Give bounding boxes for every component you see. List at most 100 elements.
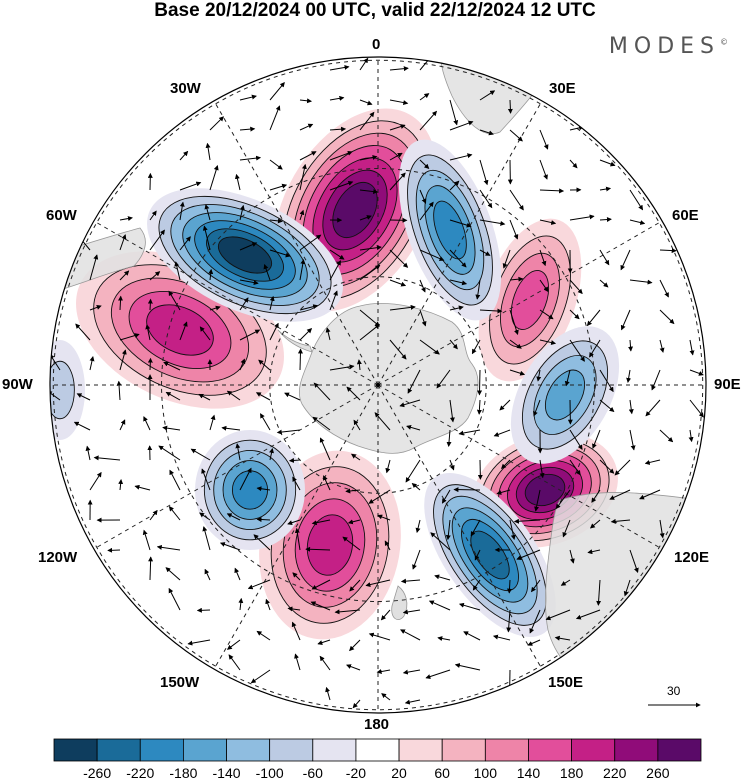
height-anomaly-field xyxy=(50,108,620,640)
wind-vector-arrow xyxy=(479,189,493,209)
colorbar-tick-label: -20 xyxy=(345,765,367,781)
wind-vector-arrow xyxy=(449,279,468,286)
wind-vector-arrow xyxy=(476,399,482,415)
wind-vector-arrow xyxy=(620,249,631,271)
wind-vector-arrow xyxy=(569,214,595,221)
wind-vector-arrow xyxy=(620,309,631,331)
wind-vector-arrow xyxy=(359,189,379,195)
lon-label-90w: 90W xyxy=(2,376,33,393)
wind-vector-arrow xyxy=(352,699,361,709)
anomaly-contour-band xyxy=(433,201,467,259)
wind-vector-arrow xyxy=(297,348,303,371)
wind-vector-arrow xyxy=(75,323,91,341)
anomaly-contour-line xyxy=(415,169,485,291)
map-disc xyxy=(50,57,706,713)
wind-vector-arrow xyxy=(688,429,694,443)
anomaly-contour-line xyxy=(128,291,232,369)
wind-vector-arrow xyxy=(359,155,378,161)
wind-vector-arrow xyxy=(73,421,91,431)
wind-vector-arrow xyxy=(118,478,124,491)
wind-vector-arrow xyxy=(329,126,347,132)
wind-vector-arrow xyxy=(179,181,202,191)
wind-vector-arrow xyxy=(319,437,331,461)
wind-vector-arrow xyxy=(402,669,421,675)
wind-vector-arrow xyxy=(119,349,127,371)
wind-vector-arrow xyxy=(463,631,481,641)
wind-vector-arrow xyxy=(239,126,256,132)
wind-vector-arrow xyxy=(342,536,361,551)
wind-vector-arrow xyxy=(419,279,426,293)
lon-label-30e: 30E xyxy=(549,80,576,97)
wind-vector-arrow xyxy=(628,399,634,415)
lon-label-150w: 150W xyxy=(160,674,200,691)
wind-vector-arrow xyxy=(356,359,362,371)
colorbar-swatch xyxy=(312,738,357,762)
anomaly-contour-line xyxy=(194,220,296,290)
wind-vector-arrow xyxy=(269,183,288,191)
wind-vector-arrow xyxy=(493,429,511,437)
lon-label-150e: 150E xyxy=(548,674,584,691)
anomaly-contour-line xyxy=(510,270,550,330)
wind-vector-arrow xyxy=(614,459,631,476)
wind-vector-arrow xyxy=(149,229,165,251)
wind-vector-arrow xyxy=(474,549,481,561)
wind-vector-arrow xyxy=(509,129,523,142)
wind-vector-arrow xyxy=(291,621,301,641)
wind-vector-arrow xyxy=(659,279,669,298)
anomaly-contour-line xyxy=(521,340,609,450)
wind-vector-arrow xyxy=(419,201,434,221)
wind-vector-arrow xyxy=(165,391,181,401)
wind-vector-arrow xyxy=(539,279,549,293)
anomaly-contour-band xyxy=(332,182,378,238)
anomaly-contour-line xyxy=(461,519,519,591)
wind-vector-arrow xyxy=(269,249,291,258)
colorbar-tick-label: 220 xyxy=(603,765,627,781)
wind-vector-arrow xyxy=(329,95,345,101)
colorbar xyxy=(53,738,702,762)
wind-vector-arrow xyxy=(659,429,674,443)
wind-vector-arrow xyxy=(119,270,130,281)
colorbar-swatch xyxy=(96,738,141,762)
wind-vector-arrow xyxy=(118,295,124,311)
wind-vector-arrow xyxy=(263,263,271,281)
wind-vector-arrow xyxy=(389,66,409,72)
wind-vector-arrow xyxy=(269,105,281,131)
anomaly-contour-line xyxy=(533,355,597,435)
wind-vector-arrow xyxy=(496,489,511,495)
wind-vector-arrow xyxy=(89,471,102,491)
wind-vector-arrow xyxy=(163,361,181,371)
wind-vector-arrow xyxy=(531,579,541,593)
wind-vector-arrow xyxy=(437,636,451,641)
wind-vector-arrow xyxy=(569,549,575,564)
wind-vector-arrow xyxy=(689,339,695,356)
wind-vector-arrow xyxy=(359,264,381,281)
wind-vector-arrow xyxy=(334,609,361,615)
wind-vector-arrow xyxy=(376,669,391,674)
wind-vector-arrow xyxy=(492,634,511,641)
wind-vector-arrow xyxy=(119,419,126,431)
negative-anomaly-far-west xyxy=(50,340,85,440)
meridian-line xyxy=(93,384,379,550)
wind-vectors xyxy=(50,57,704,709)
colorbar-tick-label: 180 xyxy=(559,765,584,781)
reference-vector-value: 30 xyxy=(667,684,681,698)
wind-vector-arrow xyxy=(255,392,271,401)
wind-vector-arrow xyxy=(199,512,211,521)
wind-vector-arrow xyxy=(134,484,151,491)
wind-vector-arrow xyxy=(479,308,503,314)
wind-vector-arrow xyxy=(329,364,355,371)
meridian-line xyxy=(377,100,543,386)
anomaly-contour-line xyxy=(158,195,332,315)
wind-vector-arrow xyxy=(509,519,516,541)
wind-vector-arrow xyxy=(76,393,91,401)
wind-vector-arrow xyxy=(651,369,661,391)
meridian-line xyxy=(377,384,543,670)
brand-logo: MODES© xyxy=(609,34,728,59)
wind-vector-arrow xyxy=(269,218,283,224)
wind-vector-arrow xyxy=(592,429,601,449)
wind-vector-arrow xyxy=(199,326,211,341)
anomaly-contour-band xyxy=(146,304,214,356)
wind-vector-arrow xyxy=(329,290,338,311)
colorbar-swatch xyxy=(484,738,529,762)
